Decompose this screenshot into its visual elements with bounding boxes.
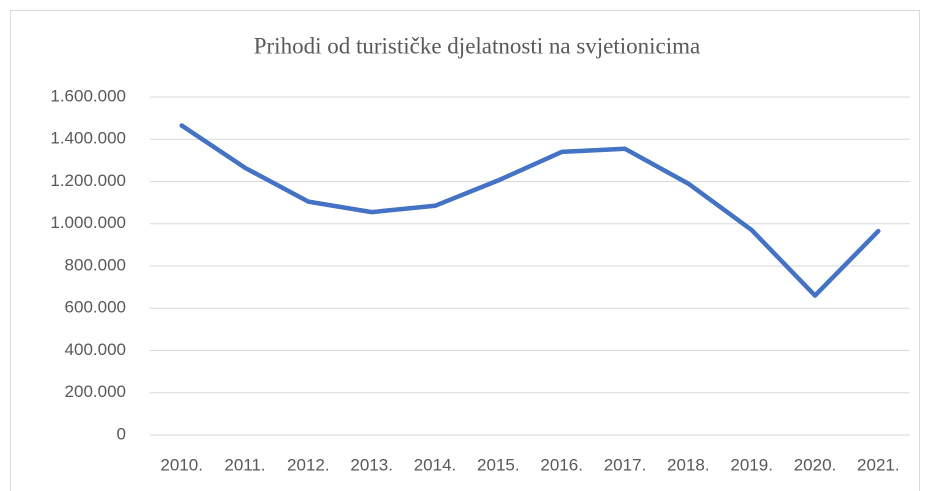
x-tick-label: 2010. bbox=[160, 455, 203, 474]
x-tick-label: 2021. bbox=[857, 455, 900, 474]
x-tick-label: 2015. bbox=[477, 455, 520, 474]
x-tick-label: 2018. bbox=[667, 455, 710, 474]
x-tick-label: 2020. bbox=[794, 455, 837, 474]
y-tick-label: 1.200.000 bbox=[50, 171, 126, 190]
data-line bbox=[179, 123, 881, 298]
y-tick-label: 1.400.000 bbox=[50, 129, 126, 148]
x-tick-label: 2012. bbox=[287, 455, 330, 474]
chart-title: Prihodi od turističke djelatnosti na svj… bbox=[254, 33, 701, 58]
x-tick-label: 2013. bbox=[350, 455, 393, 474]
y-tick-label: 800.000 bbox=[65, 255, 126, 274]
y-tick-label: 600.000 bbox=[65, 298, 126, 317]
x-tick-label: 2014. bbox=[414, 455, 457, 474]
y-tick-label: 0 bbox=[117, 424, 126, 443]
x-tick-label: 2017. bbox=[604, 455, 647, 474]
chart-border bbox=[10, 10, 920, 491]
y-tick-label: 400.000 bbox=[65, 340, 126, 359]
x-tick-label: 2011. bbox=[224, 455, 265, 474]
x-tick-label: 2016. bbox=[540, 455, 583, 474]
x-tick-label: 2019. bbox=[730, 455, 773, 474]
y-tick-label: 200.000 bbox=[65, 382, 126, 401]
y-tick-label: 1.600.000 bbox=[50, 86, 126, 105]
y-tick-label: 1.000.000 bbox=[50, 213, 126, 232]
